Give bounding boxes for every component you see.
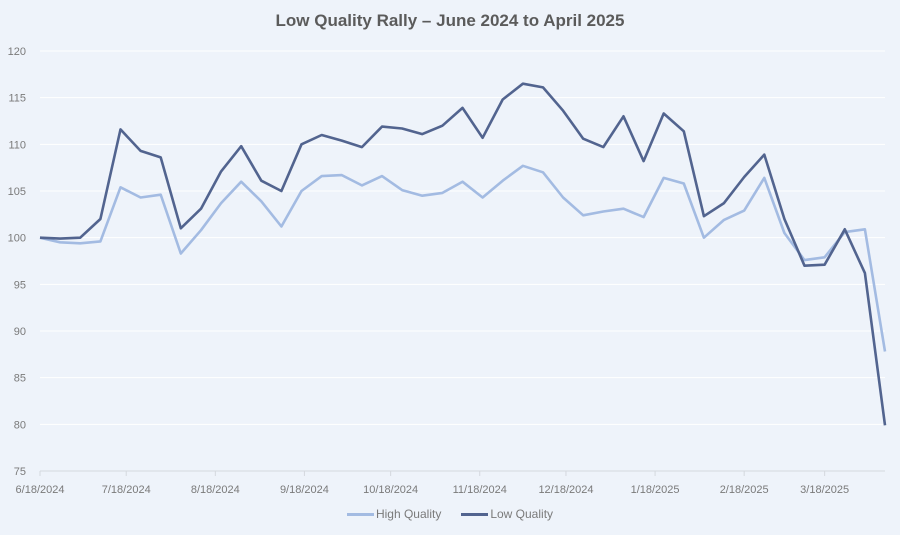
y-tick-label: 100: [8, 233, 26, 245]
legend-label: Low Quality: [490, 507, 554, 521]
y-tick-label: 80: [14, 419, 26, 431]
y-tick-label: 105: [8, 186, 26, 198]
x-tick-label: 6/18/2024: [16, 484, 65, 496]
legend-swatch-low-quality: [461, 512, 489, 516]
series-line-low-quality: [39, 82, 887, 426]
gridlines: [40, 50, 885, 425]
y-tick-label: 75: [14, 466, 26, 478]
y-axis: 75 80 85 90 95 100 105 110 115 120: [8, 46, 26, 478]
series-line-high-quality: [39, 164, 887, 352]
x-tick-label: 1/18/2025: [631, 484, 680, 496]
y-tick-label: 110: [8, 139, 26, 151]
x-tick-label: 12/18/2024: [538, 484, 593, 496]
x-tick-label: 8/18/2024: [191, 484, 240, 496]
chart-title: Low Quality Rally – June 2024 to April 2…: [275, 11, 625, 30]
x-tick-label: 7/18/2024: [102, 484, 151, 496]
y-tick-label: 85: [14, 373, 26, 385]
x-tick-label: 11/18/2024: [453, 484, 507, 496]
y-tick-label: 90: [14, 326, 26, 338]
x-tick-label: 10/18/2024: [363, 484, 418, 496]
series-lines: [39, 82, 887, 426]
legend-swatch-high-quality: [346, 512, 374, 516]
x-tick-label: 3/18/2025: [800, 484, 849, 496]
y-tick-label: 115: [8, 93, 26, 105]
x-tick-label: 9/18/2024: [280, 484, 329, 496]
y-tick-label: 120: [8, 46, 26, 58]
x-tick-label: 2/18/2025: [720, 484, 769, 496]
legend-label: High Quality: [375, 507, 442, 521]
legend: High Quality Low Quality: [0, 507, 900, 521]
x-axis: 6/18/2024 7/18/2024 8/18/2024 9/18/2024 10/1…: [16, 470, 885, 496]
legend-item-high-quality: High Quality: [346, 507, 442, 521]
legend-item-low-quality: Low Quality: [461, 507, 553, 521]
y-tick-label: 95: [14, 279, 26, 291]
